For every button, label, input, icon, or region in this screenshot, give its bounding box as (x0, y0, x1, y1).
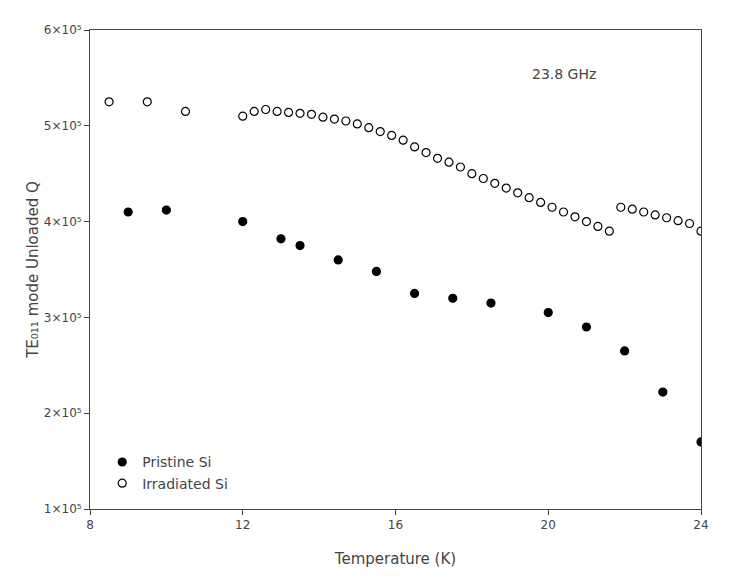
svg-text:5×10⁵: 5×10⁵ (44, 119, 82, 133)
svg-text:2×10⁵: 2×10⁵ (44, 406, 82, 420)
svg-text:16: 16 (388, 518, 403, 532)
svg-text:23.8 GHz: 23.8 GHz (532, 66, 596, 82)
svg-text:Pristine Si: Pristine Si (142, 454, 211, 470)
svg-text:Irradiated Si: Irradiated Si (142, 476, 228, 492)
svg-text:Temperature (K): Temperature (K) (334, 550, 456, 568)
svg-text:TE₀₁₁ mode Unloaded Q: TE₀₁₁ mode Unloaded Q (24, 181, 42, 359)
svg-text:6×10⁵: 6×10⁵ (44, 23, 82, 37)
svg-text:20: 20 (541, 518, 556, 532)
svg-text:12: 12 (235, 518, 250, 532)
svg-text:3×10⁵: 3×10⁵ (44, 311, 82, 325)
svg-text:4×10⁵: 4×10⁵ (44, 215, 82, 229)
svg-text:1×10⁵: 1×10⁵ (44, 502, 82, 516)
svg-text:8: 8 (86, 518, 94, 532)
svg-text:24: 24 (693, 518, 708, 532)
